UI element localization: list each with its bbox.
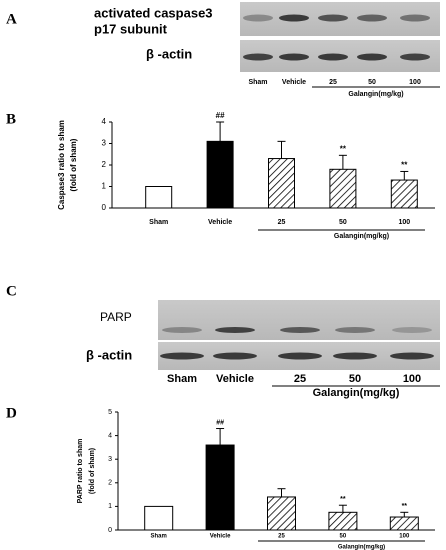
lane-label: Vehicle: [216, 373, 254, 385]
x-tick-label: Sham: [151, 534, 167, 540]
group-label: Galangin(mg/kg): [313, 387, 400, 399]
bar: [267, 496, 296, 531]
bar: [389, 516, 419, 531]
band: [318, 53, 348, 61]
band: [162, 327, 202, 333]
bar: [268, 158, 295, 209]
band: [279, 14, 309, 22]
band: [390, 352, 434, 360]
lane-label: 50: [368, 79, 376, 86]
x-tick-label: Sham: [149, 219, 168, 226]
y-tick-label: 5: [108, 409, 112, 416]
band: [333, 352, 377, 360]
y-tick-label: 2: [102, 160, 107, 169]
x-tick-label: 100: [399, 534, 410, 540]
band: [215, 327, 255, 333]
band: [278, 352, 322, 360]
y-axis-label: Caspase3 ratio to sham: [57, 120, 66, 210]
band: [335, 327, 375, 333]
annotation: **: [401, 161, 408, 170]
y-tick-label: 1: [108, 503, 112, 510]
y-axis-label: (fold of sham): [89, 448, 96, 494]
x-tick-label: Vehicle: [210, 534, 231, 540]
blot: [158, 300, 440, 340]
lane-label: Sham: [248, 79, 267, 86]
panel-label: D: [6, 405, 17, 421]
panel-label: B: [6, 111, 16, 127]
y-tick-label: 4: [108, 432, 112, 439]
bar: [205, 444, 235, 531]
panel-label: C: [6, 283, 17, 299]
annotation: ##: [216, 111, 225, 120]
y-tick-label: 1: [102, 182, 107, 191]
x-tick-label: 50: [340, 534, 347, 540]
annotation: **: [340, 144, 347, 153]
band: [400, 53, 430, 61]
band: [279, 53, 309, 61]
band: [357, 14, 387, 22]
x-tick-label: 50: [339, 219, 347, 226]
y-tick-label: 4: [102, 117, 107, 126]
y-axis-label: (fold of sham): [69, 138, 78, 191]
band: [243, 53, 273, 61]
bar: [328, 511, 358, 531]
panel-label: A: [6, 11, 17, 27]
band: [400, 14, 430, 22]
y-axis-label: PARP ratio to sham: [77, 439, 84, 504]
x-tick-label: 100: [398, 219, 410, 226]
band: [392, 327, 432, 333]
x-tick-label: Vehicle: [208, 219, 232, 226]
annotation: **: [340, 496, 346, 503]
bar: [145, 186, 173, 209]
bar: [329, 168, 357, 209]
blot-label: β -actin: [146, 46, 192, 61]
x-tick-label: 25: [278, 219, 286, 226]
group-label: Galangin(mg/kg): [348, 91, 403, 98]
y-tick-label: 3: [108, 456, 112, 463]
annotation: **: [402, 503, 408, 510]
group-label: Galangin(mg/kg): [334, 233, 389, 240]
annotation: ##: [216, 419, 224, 426]
band: [357, 53, 387, 61]
y-tick-label: 3: [102, 139, 107, 148]
y-tick-label: 2: [108, 480, 112, 487]
blot-label: β -actin: [86, 347, 132, 362]
lane-label: 100: [409, 79, 421, 86]
bar: [390, 179, 418, 209]
band: [243, 14, 273, 22]
bar: [144, 505, 174, 531]
lane-label: 25: [294, 373, 306, 385]
band: [160, 352, 204, 360]
group-label: Galangin(mg/kg): [338, 545, 385, 550]
band: [213, 352, 257, 360]
band: [318, 14, 348, 22]
bar: [206, 140, 234, 209]
lane-label: 100: [403, 373, 421, 385]
x-tick-label: 25: [278, 534, 285, 540]
blot-label: activated caspase3: [94, 5, 213, 20]
blot-label: PARP: [100, 310, 132, 324]
lane-label: Vehicle: [282, 79, 306, 86]
y-tick-label: 0: [108, 527, 112, 534]
lane-label: 25: [329, 79, 337, 86]
band: [280, 327, 320, 333]
y-tick-label: 0: [102, 203, 107, 212]
lane-label: Sham: [167, 373, 197, 385]
blot-label: p17 subunit: [94, 21, 168, 36]
lane-label: 50: [349, 373, 361, 385]
